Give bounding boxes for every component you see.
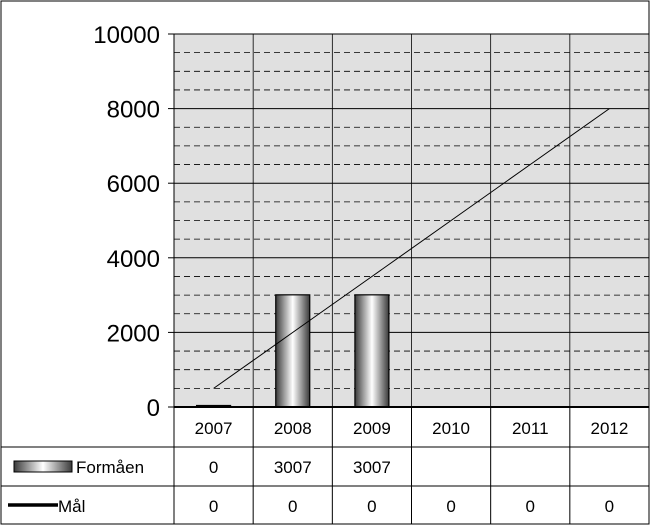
table-cell: 3007 [353,458,391,477]
x-tick-label: 2010 [432,419,470,438]
legend-key-formaen [13,460,73,473]
category-gridlines [252,34,571,407]
y-tick-label: 2000 [107,320,160,347]
y-axis-ticks: 0 2000 4000 6000 8000 10000 [93,22,174,422]
y-tick-label: 10000 [93,22,160,49]
table-cell: 0 [526,497,535,516]
table-cell: 0 [209,458,218,477]
x-tick-label: 2012 [591,419,629,438]
y-tick-label: 6000 [107,171,160,198]
bar-2009 [354,294,390,408]
x-tick-label: 2011 [512,419,549,438]
table-cell: 0 [209,497,218,516]
table-cell: 0 [605,497,614,516]
line-mal [213,108,610,389]
y-tick-label: 0 [147,395,160,422]
line-series [213,108,610,389]
legend-label-mal: Mål [58,497,85,516]
y-tick-label: 8000 [107,97,160,124]
bar-series [195,294,390,408]
table-cell: 0 [367,497,376,516]
table-cell: 3007 [274,458,312,477]
data-table: 2007 2008 2009 2010 2011 2012 Formåen Mål 0 3007 3… [1,407,650,524]
x-tick-label: 2008 [274,419,312,438]
x-tick-label: 2009 [353,419,391,438]
y-tick-label: 4000 [107,246,160,273]
x-tick-label: 2007 [195,419,233,438]
bar-2008 [275,294,311,408]
table-cell: 0 [446,497,455,516]
legend-label-formaen: Formåen [76,458,144,477]
table-cell: 0 [288,497,297,516]
